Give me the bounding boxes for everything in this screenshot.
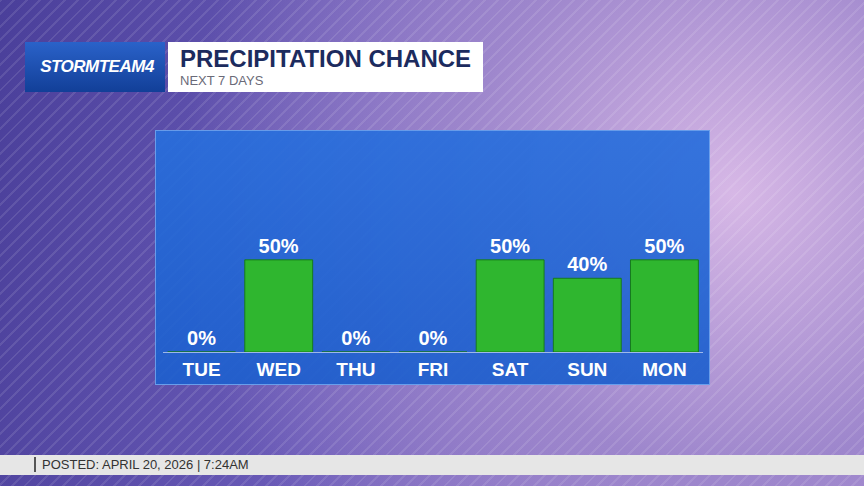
svg-text:WED: WED <box>257 359 301 380</box>
svg-text:50%: 50% <box>259 235 299 257</box>
svg-text:TUE: TUE <box>183 359 221 380</box>
html-text:POSTED: APRIL 20, 2026 | 7:24A: POSTED: APRIL 20, 2026 | 7:24AM <box>42 457 249 472</box>
svg-text:0%: 0% <box>187 327 216 349</box>
svg-text:FRI: FRI <box>418 359 449 380</box>
svg-text:THU: THU <box>336 359 375 380</box>
svg-text:0%: 0% <box>418 327 447 349</box>
svg-text:40%: 40% <box>567 253 607 275</box>
svg-text:0%: 0% <box>341 327 370 349</box>
svg-text:SAT: SAT <box>492 359 529 380</box>
html-text:PRECIPITATION CHANCE: PRECIPITATION CHANCE <box>180 45 472 72</box>
svg-text:50%: 50% <box>644 235 684 257</box>
svg-text:SUN: SUN <box>567 359 607 380</box>
svg-text:MON: MON <box>642 359 686 380</box>
html-text:NEXT 7 DAYS: NEXT 7 DAYS <box>180 73 264 88</box>
svg-text:50%: 50% <box>490 235 530 257</box>
html-text:STORMTEAM4: STORMTEAM4 <box>40 57 154 76</box>
